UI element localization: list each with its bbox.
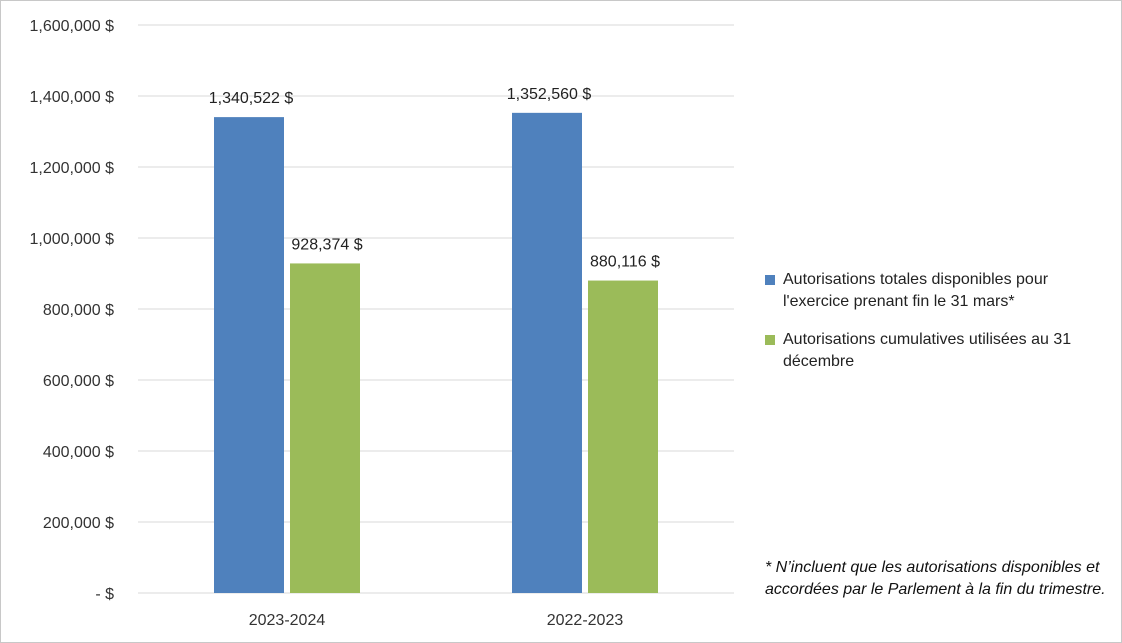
y-tick-label: 800,000 $ xyxy=(43,302,114,319)
bar-cumulative-used-2022-2023 xyxy=(588,280,658,593)
data-label: 1,352,560 $ xyxy=(507,86,592,103)
legend-item-cumulative-used: Autorisations cumulatives utilisées au 3… xyxy=(765,329,1115,373)
data-label: 928,374 $ xyxy=(291,236,362,253)
y-tick-label: 1,600,000 $ xyxy=(29,18,114,35)
legend-item-total-authorities: Autorisations totales disponibles pour l… xyxy=(765,269,1115,313)
bar-total-authorities-2022-2023 xyxy=(512,112,582,594)
data-labels: 1,340,522 $ 928,374 $ 1,352,560 $ 880,116 $ xyxy=(209,86,660,271)
legend-label-cumulative-used: Autorisations cumulatives utilisées au 3… xyxy=(783,331,1072,370)
y-tick-label: 1,000,000 $ xyxy=(29,231,114,248)
footnote: * N’incluent que les autorisations dispo… xyxy=(765,559,1106,598)
y-tick-label: 400,000 $ xyxy=(43,444,114,461)
y-tick-label: - $ xyxy=(95,586,114,603)
legend-swatch-blue xyxy=(765,275,775,285)
bars xyxy=(214,112,658,594)
bar-total-authorities-2023-2024 xyxy=(214,117,284,594)
bar-cumulative-used-2023-2024 xyxy=(290,263,360,593)
data-label: 880,116 $ xyxy=(590,254,660,271)
x-axis-categories: 2023-2024 2022-2023 xyxy=(249,612,624,629)
legend: Autorisations totales disponibles pour l… xyxy=(765,269,1115,389)
y-axis-ticks: - $ 200,000 $ 400,000 $ 600,000 $ 800,000 $ 1… xyxy=(29,18,114,603)
data-label: 1,340,522 $ xyxy=(209,90,294,107)
y-tick-label: 200,000 $ xyxy=(43,515,114,532)
y-tick-label: 1,200,000 $ xyxy=(29,160,114,177)
legend-label-total-authorities: Autorisations totales disponibles pour l… xyxy=(783,271,1049,310)
x-category-label: 2023-2024 xyxy=(249,612,326,629)
y-tick-label: 1,400,000 $ xyxy=(29,89,114,106)
y-tick-label: 600,000 $ xyxy=(43,373,114,390)
x-category-label: 2022-2023 xyxy=(547,612,624,629)
legend-swatch-green xyxy=(765,335,775,345)
